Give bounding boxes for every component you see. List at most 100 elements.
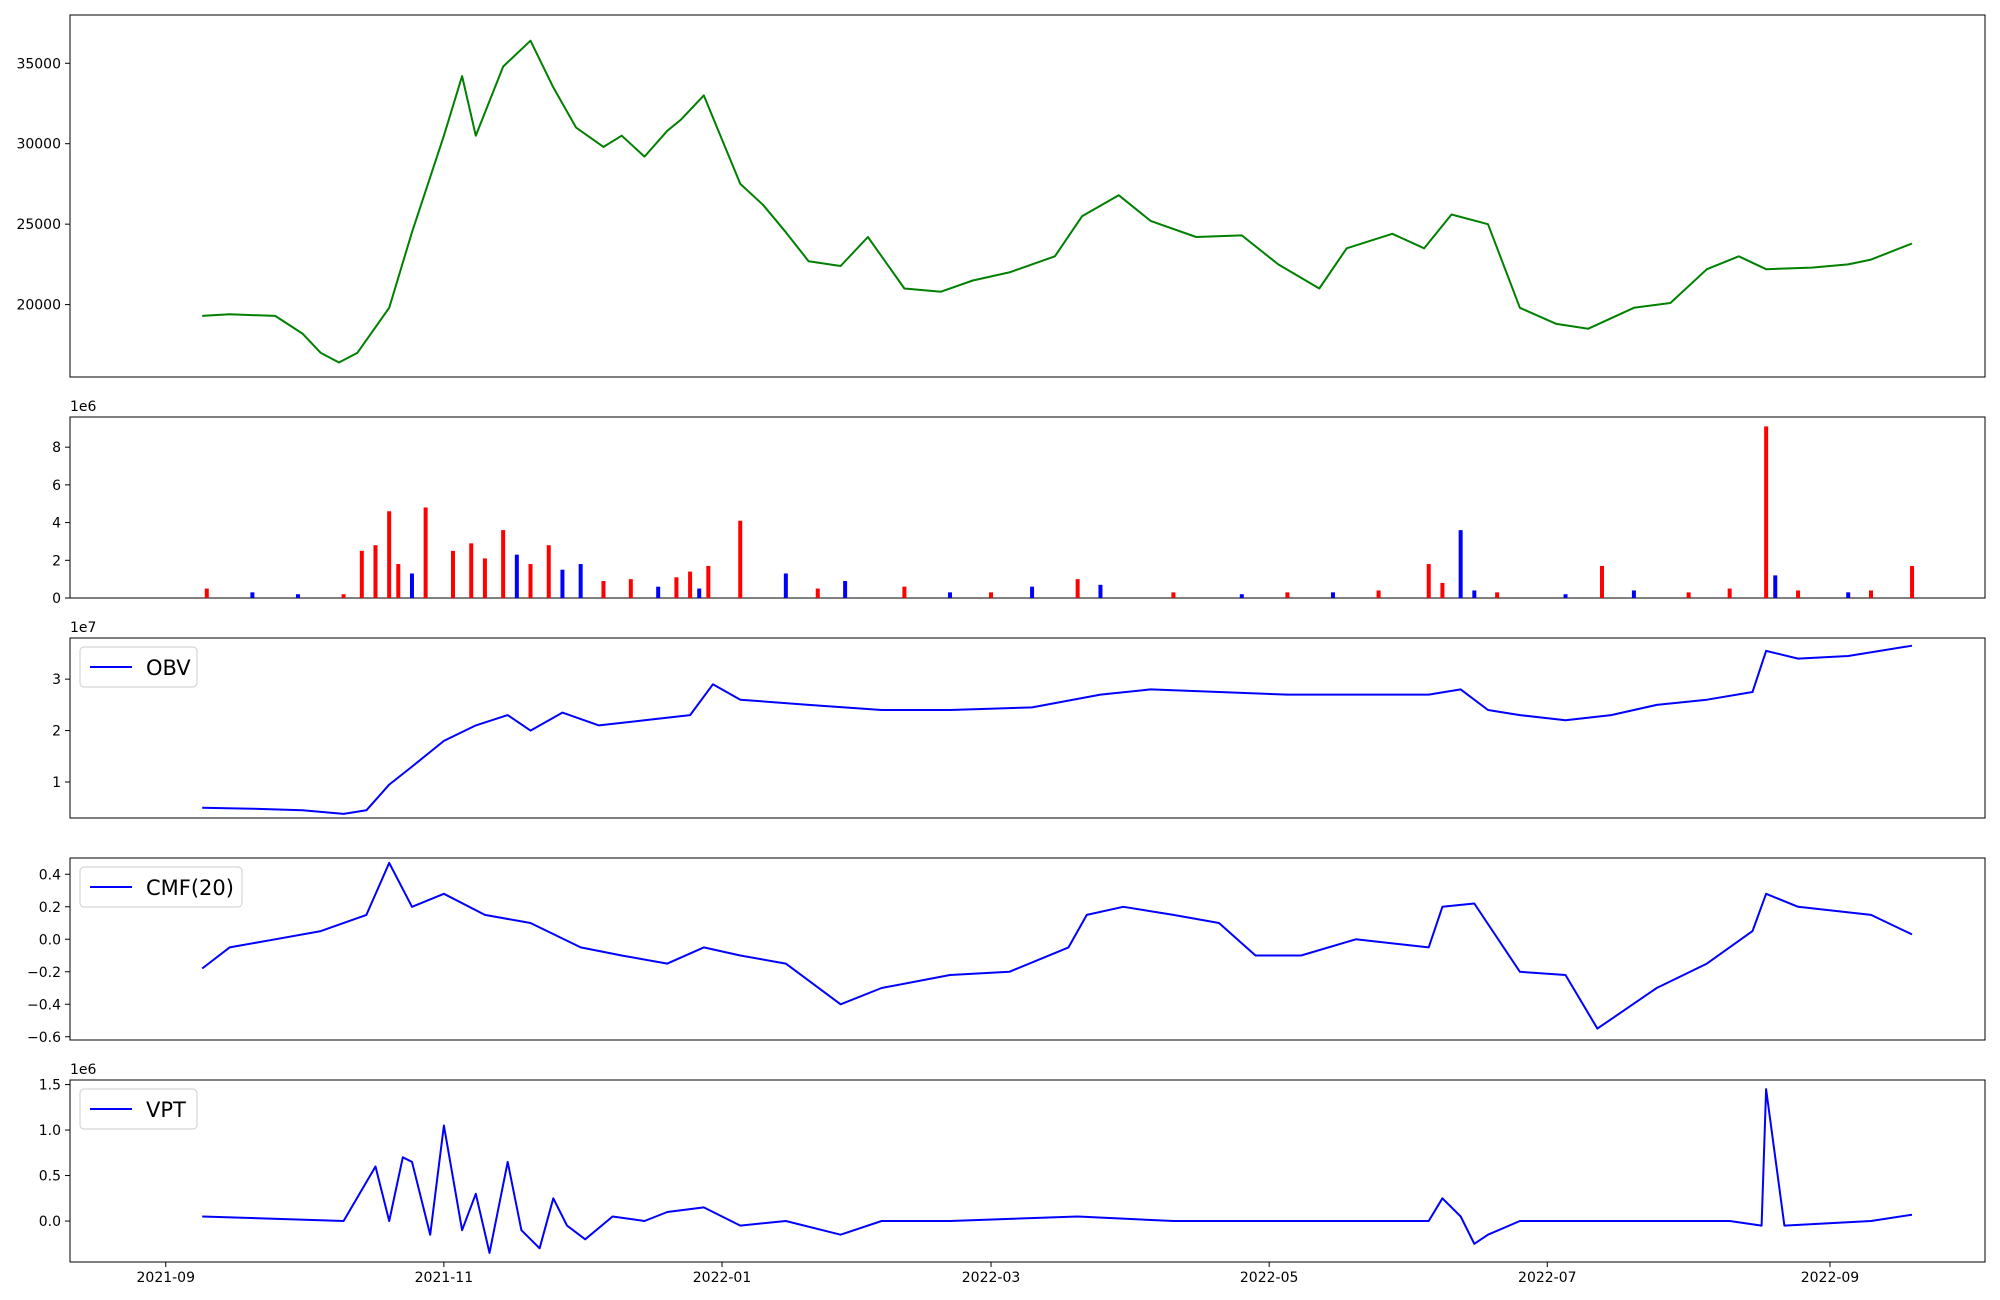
vpt-ytick-label: 1.5 — [39, 1078, 61, 1094]
vpt-ytick-label: 0.0 — [39, 1214, 61, 1230]
volume-bar — [1098, 584, 1103, 598]
volume-bar — [501, 530, 506, 598]
volume-bar — [738, 520, 743, 598]
volume-bar — [1171, 592, 1176, 598]
cmf-axes-frame — [69, 857, 1986, 1041]
volume-bar — [409, 573, 414, 598]
volume-bar — [423, 507, 428, 598]
xtick-label: 2022-07 — [1518, 1270, 1577, 1286]
vpt-ytick-label: 1.0 — [39, 1123, 61, 1139]
volume-bar — [469, 543, 474, 598]
volume-bar — [482, 558, 487, 598]
volume-bar — [843, 581, 848, 598]
volume-bar — [546, 545, 551, 598]
volume-bar — [528, 564, 533, 598]
volume-bar — [451, 550, 455, 598]
cmf-ytick-label: −0.6 — [27, 1030, 61, 1046]
volume-bar — [387, 511, 392, 598]
volume-bar — [783, 573, 788, 598]
volume-bar — [1910, 565, 1915, 598]
volume-bar — [628, 579, 633, 598]
volume-axes-frame — [69, 416, 1986, 599]
cmf-ytick-label: 0.2 — [39, 900, 61, 916]
volume-bar — [250, 592, 255, 598]
volume-ytick-label: 2 — [52, 553, 61, 569]
vpt-legend-label: VPT — [146, 1098, 186, 1122]
volume-bar — [1600, 565, 1604, 598]
volume-bar — [1631, 590, 1636, 598]
obv-offset-label: 1e7 — [70, 620, 96, 636]
volume-bar — [1426, 564, 1431, 598]
volume-bar — [1458, 530, 1463, 598]
xtick-label: 2021-11 — [415, 1270, 474, 1286]
cmf-ytick-label: −0.4 — [27, 997, 61, 1013]
volume-bar — [601, 581, 606, 598]
volume-ytick-label: 0 — [52, 591, 61, 607]
volume-bar — [373, 545, 378, 598]
volume-bar — [815, 588, 820, 598]
volume-ytick-label: 4 — [52, 516, 61, 532]
volume-bar — [1030, 586, 1035, 598]
vpt-legend — [79, 1088, 198, 1130]
volume-bar — [1869, 590, 1874, 598]
price-ytick-label: 20000 — [16, 298, 61, 314]
volume-bar — [947, 592, 952, 598]
cmf-legend-label: CMF(20) — [146, 876, 234, 900]
xtick-label: 2022-05 — [1240, 1270, 1299, 1286]
xtick-label: 2022-09 — [1801, 1270, 1860, 1286]
volume-bar — [1472, 590, 1477, 598]
price-ytick-label: 30000 — [16, 137, 61, 153]
volume-bar — [359, 550, 364, 598]
xtick-label: 2022-01 — [693, 1270, 752, 1286]
volume-bar — [295, 594, 300, 598]
cmf-ytick-label: 0.0 — [39, 932, 61, 948]
price-ytick-label: 35000 — [16, 56, 61, 72]
volume-bar — [706, 565, 711, 598]
price-axes-frame — [69, 14, 1986, 378]
volume-bar — [514, 554, 519, 598]
cmf-ytick-label: 0.4 — [39, 867, 61, 883]
obv-legend — [79, 646, 198, 688]
vpt-offset-label: 1e6 — [70, 1062, 97, 1078]
volume-bar — [902, 586, 907, 598]
volume-bar — [1563, 594, 1568, 598]
xtick-label: 2021-09 — [137, 1270, 196, 1286]
volume-bar — [697, 588, 702, 598]
cmf-legend — [79, 866, 243, 908]
volume-bar — [1440, 582, 1445, 598]
volume-bar — [341, 594, 346, 598]
volume-ytick-label: 6 — [52, 478, 61, 494]
volume-bar — [1330, 592, 1335, 598]
volume-bar — [204, 588, 209, 598]
volume-bar — [1285, 592, 1290, 598]
price-line — [202, 39, 1913, 364]
volume-bar — [1686, 592, 1691, 598]
volume-bar — [656, 586, 661, 598]
volume-bar — [1495, 592, 1500, 598]
cmf-ytick-label: −0.2 — [27, 965, 61, 981]
vpt-ytick-label: 0.5 — [39, 1169, 61, 1185]
obv-ytick-label: 1 — [52, 775, 61, 791]
price-ytick-label: 25000 — [16, 217, 61, 233]
volume-bar — [1846, 592, 1851, 598]
volume-bar — [560, 569, 565, 598]
volume-bar — [578, 564, 583, 598]
vpt-axes-frame — [69, 1079, 1986, 1263]
volume-bar — [1773, 575, 1778, 598]
obv-ytick-label: 2 — [52, 724, 61, 740]
vpt-line — [202, 1088, 1913, 1254]
volume-bar — [1764, 426, 1769, 598]
obv-legend-label: OBV — [146, 656, 191, 680]
volume-bar — [688, 571, 693, 598]
volume-bar — [396, 564, 401, 598]
volume-bar — [989, 592, 994, 598]
volume-bar — [674, 577, 679, 598]
volume-bar — [1796, 590, 1801, 598]
xtick-label: 2022-03 — [962, 1270, 1021, 1286]
volume-offset-label: 1e6 — [70, 399, 97, 415]
obv-line — [202, 644, 1913, 815]
obv-axes-frame — [69, 637, 1986, 819]
volume-bar — [1075, 579, 1080, 598]
volume-bar — [1376, 590, 1381, 598]
